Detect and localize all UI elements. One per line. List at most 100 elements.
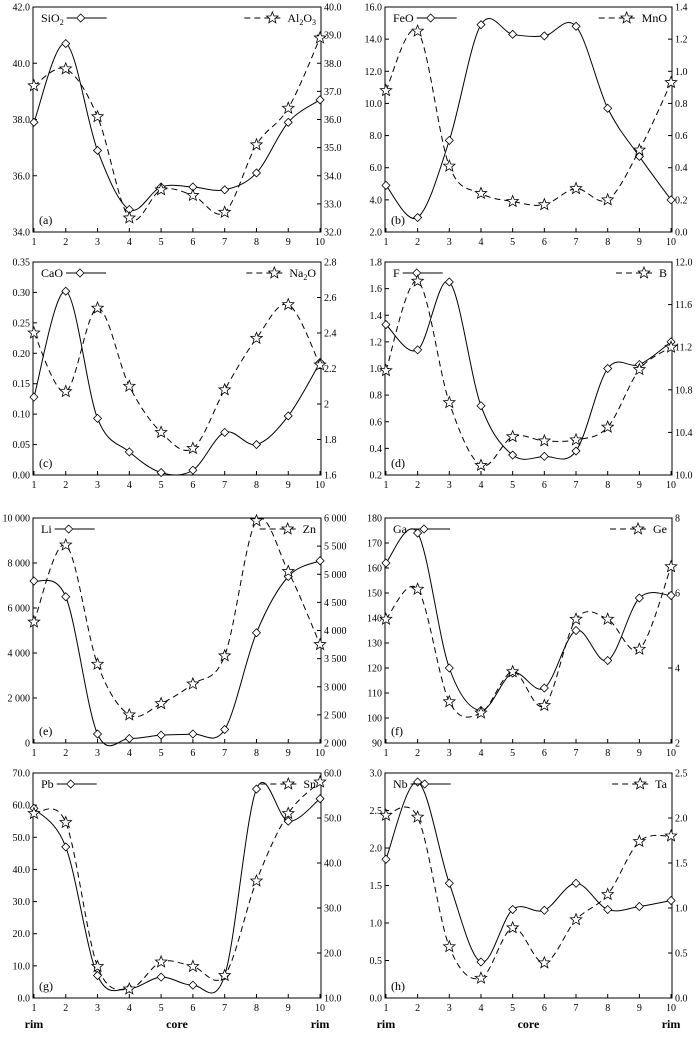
right-y-tick-label: 0.5 (675, 949, 688, 960)
x-tick-label: 10 (315, 1003, 325, 1014)
data-point-b (379, 363, 393, 377)
right-y-tick-label: 2.2 (324, 364, 337, 375)
data-point-ge (474, 705, 488, 719)
legend-marker-star (637, 265, 651, 279)
x-tick-label: 2 (415, 748, 420, 759)
right-y-tick-label: 38.0 (324, 59, 342, 70)
x-tick-label: 1 (383, 480, 388, 491)
chart-panel-g: 1 2 3 4 5 6 7 8 9 10 0.0 10.0 20.0 30.0 40.0 50.0 60.0 70… (13, 769, 342, 1032)
data-point-pb (61, 842, 71, 852)
data-point-feo (603, 103, 613, 113)
data-point-ge (600, 612, 615, 625)
data-point-ta (632, 834, 647, 848)
data-point-ga (444, 663, 454, 673)
right-y-tick-label: 6 000 (324, 514, 347, 525)
data-point-li (61, 592, 71, 602)
data-point-b (474, 458, 488, 472)
left-y-tick-label: 40.0 (13, 865, 31, 876)
data-point-nb (666, 895, 676, 906)
x-tick-label: 10 (315, 480, 325, 491)
left-y-tick-label: 70.0 (13, 769, 31, 780)
data-point-sn (154, 954, 168, 968)
right-y-tick-label: 32.0 (324, 228, 342, 239)
x-tick-label: 2 (63, 237, 68, 248)
data-point-na2o (27, 325, 41, 339)
right-y-tick-label: 1.2 (675, 35, 688, 46)
x-tick-label: 10 (666, 748, 676, 759)
series-line-zn (33, 517, 321, 718)
data-point-cao (156, 468, 166, 478)
x-tick-label: 8 (254, 748, 259, 759)
data-point-zn (217, 648, 232, 662)
data-point-pb (251, 784, 262, 794)
data-point-sn (217, 968, 232, 982)
right-y-tick-label: 10.0 (324, 994, 342, 1005)
x-tick-label: 1 (383, 748, 388, 759)
x-tick-label: 9 (637, 1003, 642, 1014)
right-y-tick-label: 1.0 (675, 904, 688, 915)
data-point-pb (188, 980, 198, 990)
right-y-tick-label: 35.0 (324, 143, 342, 154)
data-point-al2o3 (58, 61, 73, 75)
x-tick-label: 4 (127, 237, 132, 248)
legend-marker-star (267, 265, 282, 279)
data-point-mno (442, 159, 457, 172)
data-point-zn (58, 537, 73, 551)
panel-label: (a) (39, 213, 52, 227)
data-point-b (569, 432, 583, 446)
x-tick-label: 9 (286, 480, 291, 491)
data-point-sn (313, 774, 327, 788)
left-y-tick-label: 4 000 (8, 649, 31, 660)
x-tick-label: 9 (286, 237, 291, 248)
left-y-tick-label: 0.05 (13, 440, 31, 451)
data-point-li (124, 733, 134, 744)
data-point-ge (632, 642, 647, 655)
series-line-b (385, 280, 672, 467)
left-y-tick-label: 0.0 (18, 994, 31, 1005)
left-y-tick-label: 2.0 (370, 228, 383, 239)
left-y-tick-label: 1.0 (370, 364, 383, 375)
left-y-tick-label: 1.4 (370, 311, 383, 322)
data-point-ge (664, 559, 678, 573)
plot-frame (384, 6, 673, 233)
legend-label-nb: Nb (393, 777, 408, 791)
chart-panel-a: 1 2 3 4 5 6 7 8 9 10 34.0 36.0 38.0 40.0 42.0 32.0 33.0 3… (13, 3, 342, 249)
data-point-li (188, 729, 198, 739)
x-tick-label: 5 (510, 748, 515, 759)
left-y-tick-label: 42.0 (13, 3, 31, 14)
left-y-tick-label: 10.0 (365, 99, 383, 110)
data-point-mno (569, 181, 583, 195)
legend-label-f: F (393, 266, 400, 280)
data-point-nb (476, 957, 486, 967)
left-y-tick-label: 16.0 (365, 3, 383, 14)
x-tick-label: 10 (666, 237, 676, 248)
legend-label-al2o3: Al2O3 (287, 11, 316, 27)
data-point-nb (444, 878, 454, 888)
series-line-feo (385, 17, 672, 220)
x-tick-label: 2 (63, 748, 68, 759)
data-point-sio2 (220, 185, 230, 195)
x-tick-label: 10 (666, 480, 676, 491)
data-point-mno (664, 75, 678, 89)
right-y-tick-label: 11.6 (675, 300, 692, 311)
right-y-tick-label: 2.4 (324, 329, 337, 340)
right-y-tick-label: 12.0 (675, 258, 693, 269)
data-point-ta (474, 971, 488, 984)
panel-label: (f) (391, 724, 403, 738)
right-y-tick-label: 1.0 (675, 67, 688, 78)
legend-label-ge: Ge (653, 522, 667, 536)
left-y-tick-label: 160 (367, 564, 382, 575)
left-y-tick-label: 60.0 (13, 801, 31, 812)
rim-label-left: rim (25, 1017, 44, 1031)
right-y-tick-label: 2.6 (324, 293, 337, 304)
data-point-sio2 (61, 38, 71, 49)
left-y-tick-label: 0.25 (13, 318, 31, 329)
chart-panel-f: 1 2 3 4 5 6 7 8 9 10 90 100 110 120 130 140 150 160 170 180… (367, 514, 680, 760)
data-point-sn (281, 806, 296, 820)
panel-label: (g) (39, 979, 53, 993)
data-point-cao (283, 411, 293, 421)
data-point-na2o (154, 425, 168, 439)
right-y-tick-label: 4 500 (324, 598, 347, 609)
data-point-mno (537, 197, 552, 211)
x-tick-label: 6 (190, 1003, 195, 1014)
